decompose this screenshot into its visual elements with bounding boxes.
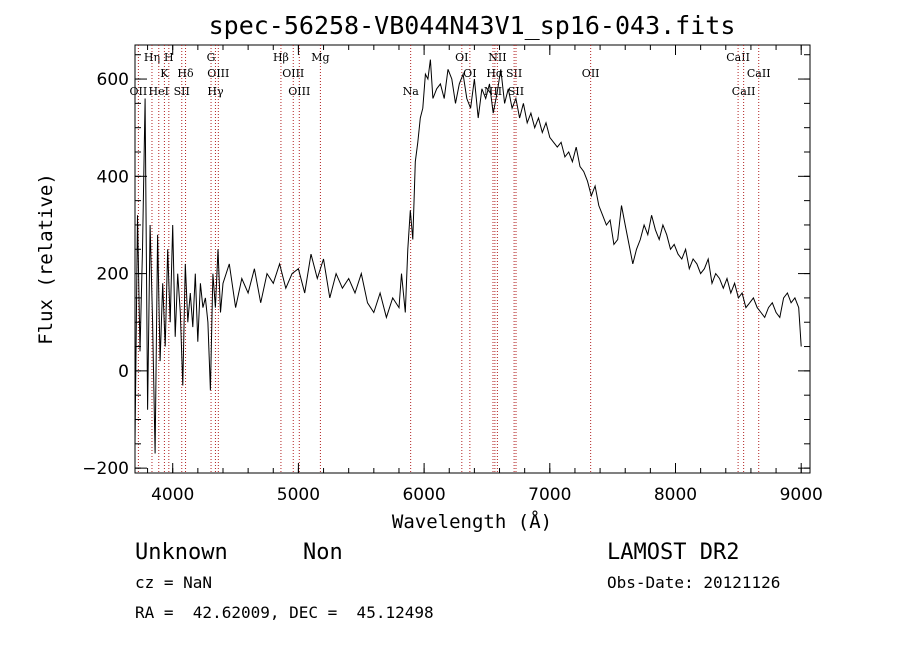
x-tick-label: 9000 bbox=[780, 485, 823, 505]
line-marker-label: CaII bbox=[732, 85, 756, 98]
chart-title: spec-56258-VB044N43V1_sp16-043.fits bbox=[209, 11, 736, 40]
plot-frame bbox=[134, 44, 811, 474]
x-tick-label: 5000 bbox=[277, 485, 320, 505]
obs-date: Obs-Date: 20121126 bbox=[607, 573, 780, 592]
x-tick-label: 8000 bbox=[654, 485, 697, 505]
line-marker-label: CaII bbox=[726, 51, 750, 64]
line-marker-label: OIII bbox=[288, 85, 310, 98]
line-marker-label: Na bbox=[403, 85, 420, 98]
x-tick-label: 7000 bbox=[528, 485, 571, 505]
line-marker-label: G bbox=[207, 51, 216, 64]
line-marker-label: SII bbox=[508, 85, 524, 98]
y-tick-label: 400 bbox=[97, 167, 129, 187]
spectrum-series-line bbox=[134, 59, 802, 454]
line-marker-label: OI bbox=[455, 51, 468, 64]
line-marker-label: SII bbox=[506, 67, 522, 80]
coordinates-text: RA = 42.62009, DEC = 45.12498 bbox=[135, 603, 434, 622]
y-tick-label: −200 bbox=[82, 459, 129, 479]
x-axis-label: Wavelength (Å) bbox=[392, 510, 552, 533]
line-marker-label: OII bbox=[582, 67, 600, 80]
line-marker-label: OIII bbox=[282, 67, 304, 80]
redshift-text: cz = NaN bbox=[135, 573, 212, 592]
line-marker-label: HeI bbox=[149, 85, 169, 98]
x-tick-label: 6000 bbox=[402, 485, 445, 505]
line-marker-label: Hγ bbox=[207, 85, 224, 98]
line-marker-label: K bbox=[160, 67, 169, 80]
y-axis-label: Flux (relative) bbox=[35, 173, 57, 345]
x-tick-label: 4000 bbox=[151, 485, 194, 505]
line-marker-label: Hδ bbox=[177, 67, 194, 80]
line-marker-label: NII bbox=[488, 51, 506, 64]
line-marker-label: Mg bbox=[311, 51, 329, 64]
line-marker-label: OI bbox=[463, 67, 476, 80]
axis-ticks: 4000 5000 6000 7000 8000 9000 −200 0 200 400 600 bbox=[82, 45, 823, 505]
line-marker-label: OII bbox=[130, 85, 148, 98]
y-tick-label: 0 bbox=[118, 362, 129, 382]
line-marker-label: Hβ bbox=[273, 51, 289, 64]
y-tick-label: 200 bbox=[97, 265, 129, 285]
line-marker-label: SII bbox=[174, 85, 190, 98]
object-class: Unknown bbox=[135, 540, 228, 565]
line-marker-label: CaII bbox=[747, 67, 771, 80]
line-marker-label: H bbox=[164, 51, 174, 64]
line-marker-label: OIII bbox=[207, 67, 229, 80]
line-marker-label: Hη bbox=[144, 51, 160, 64]
y-tick-label: 600 bbox=[97, 70, 129, 90]
object-subclass: Non bbox=[303, 540, 343, 565]
survey-name: LAMOST DR2 bbox=[607, 540, 739, 565]
